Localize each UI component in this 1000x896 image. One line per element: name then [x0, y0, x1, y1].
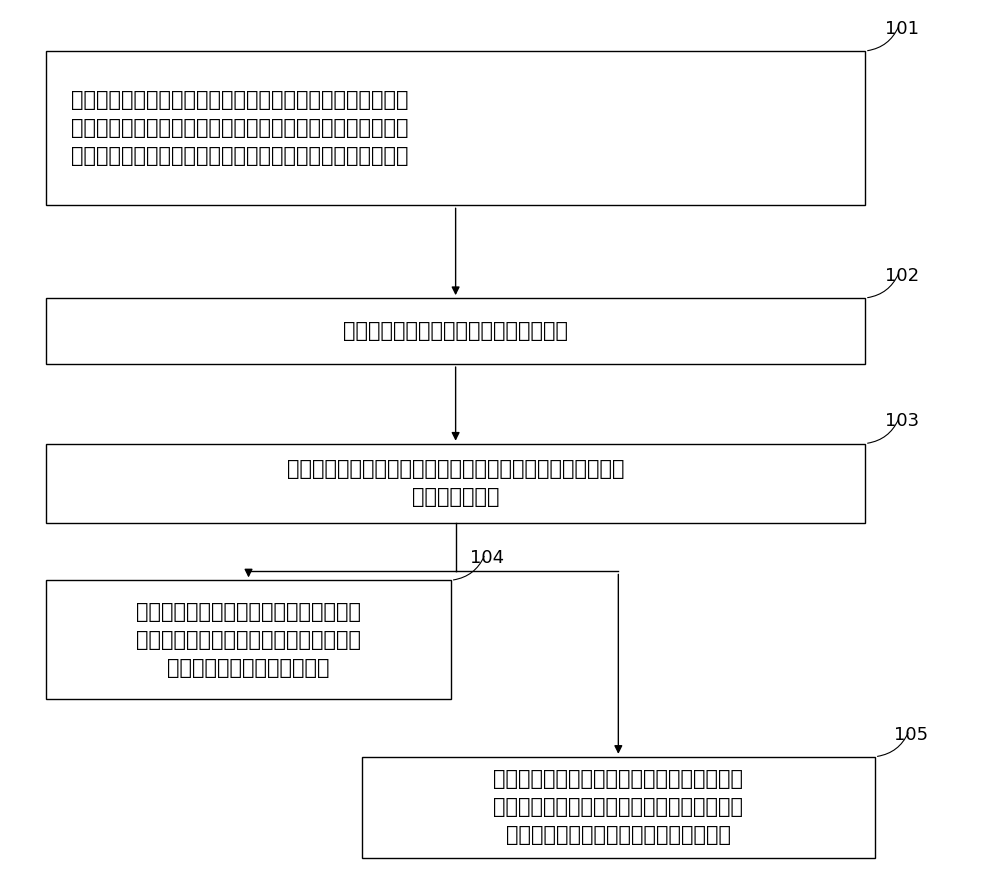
- Text: 根据接收到的指令生成第一参考有功功率: 根据接收到的指令生成第一参考有功功率: [343, 321, 568, 341]
- Text: 105: 105: [894, 726, 929, 744]
- FancyBboxPatch shape: [362, 757, 875, 858]
- Text: 根据新能源电站的信息及预设系数，得到新能源电站的最大可
提升功率和最大可回降功率，根据新能源电站的最大可提升功
率和最大可回降功率，得到新能源电站的有功功率的输: 根据新能源电站的信息及预设系数，得到新能源电站的最大可 提升功率和最大可回降功率…: [71, 90, 409, 167]
- Text: 104: 104: [470, 549, 505, 567]
- Text: 根据新能源电站的并网点的频率及第一参考有功功率，得到第
二参考有功功率: 根据新能源电站的并网点的频率及第一参考有功功率，得到第 二参考有功功率: [287, 460, 624, 507]
- Text: 在接收到的指令为稳定控制指令时，在新
能源电站的有功功率的输出范围内根据第
一参考有功功率输出有功功率: 在接收到的指令为稳定控制指令时，在新 能源电站的有功功率的输出范围内根据第 一参…: [136, 602, 361, 678]
- Text: 在接收到的指令为非稳定控制指令时，接收到
复归命令后在新能源电站的有功功率的输出范
围内根据第二参考有功功率输出有功功率: 在接收到的指令为非稳定控制指令时，接收到 复归命令后在新能源电站的有功功率的输出…: [493, 770, 743, 846]
- FancyBboxPatch shape: [46, 581, 451, 700]
- FancyBboxPatch shape: [46, 298, 865, 364]
- Text: 103: 103: [885, 412, 919, 430]
- FancyBboxPatch shape: [46, 51, 865, 205]
- Text: 101: 101: [885, 20, 919, 38]
- FancyBboxPatch shape: [46, 444, 865, 523]
- Text: 102: 102: [885, 267, 919, 285]
